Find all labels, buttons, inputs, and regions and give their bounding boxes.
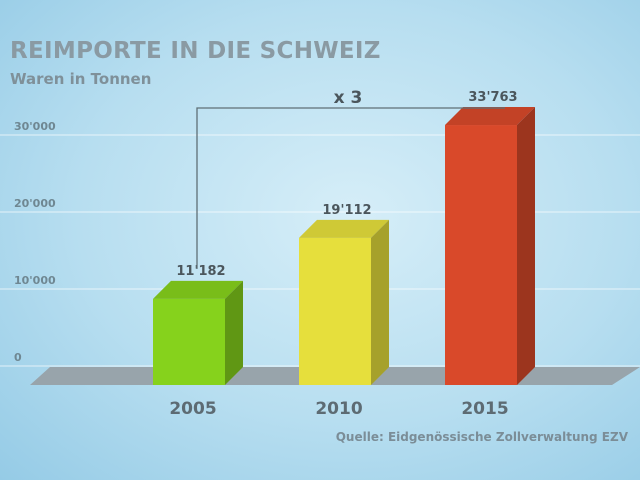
y-axis-ticks: 0 10'000 20'000 30'000 [14, 120, 56, 364]
chart-subtitle: Waren in Tonnen [10, 70, 152, 88]
y-tick-label: 20'000 [14, 197, 56, 210]
bar-top [153, 280, 243, 299]
bar-labels: 11'182 2005 19'112 2010 33'763 2015 [169, 90, 517, 419]
data-label: 19'112 [322, 203, 371, 218]
bar-side [371, 219, 389, 385]
y-tick-label: 0 [14, 351, 22, 364]
bars [153, 107, 535, 385]
bar-front [153, 298, 225, 385]
bar-top [299, 219, 389, 238]
y-tick-label: 10'000 [14, 274, 56, 287]
annotation-label: x 3 [334, 88, 363, 108]
bar-front [299, 237, 371, 385]
bar-side [517, 107, 535, 385]
category-label: 2015 [461, 399, 508, 419]
data-label: 11'182 [176, 264, 225, 279]
bar-front [445, 125, 517, 385]
bracket-line [196, 107, 505, 269]
source-note: Quelle: Eidgenössische Zollverwaltung EZ… [335, 430, 628, 444]
category-label: 2005 [169, 399, 216, 419]
y-tick-label: 30'000 [14, 120, 56, 133]
data-label: 33'763 [468, 90, 517, 105]
bar-top [445, 107, 535, 126]
category-label: 2010 [315, 399, 362, 419]
bar-side [225, 280, 243, 385]
growth-annotation: x 3 [196, 88, 505, 269]
chart-title: REIMPORTE IN DIE SCHWEIZ [10, 38, 381, 64]
